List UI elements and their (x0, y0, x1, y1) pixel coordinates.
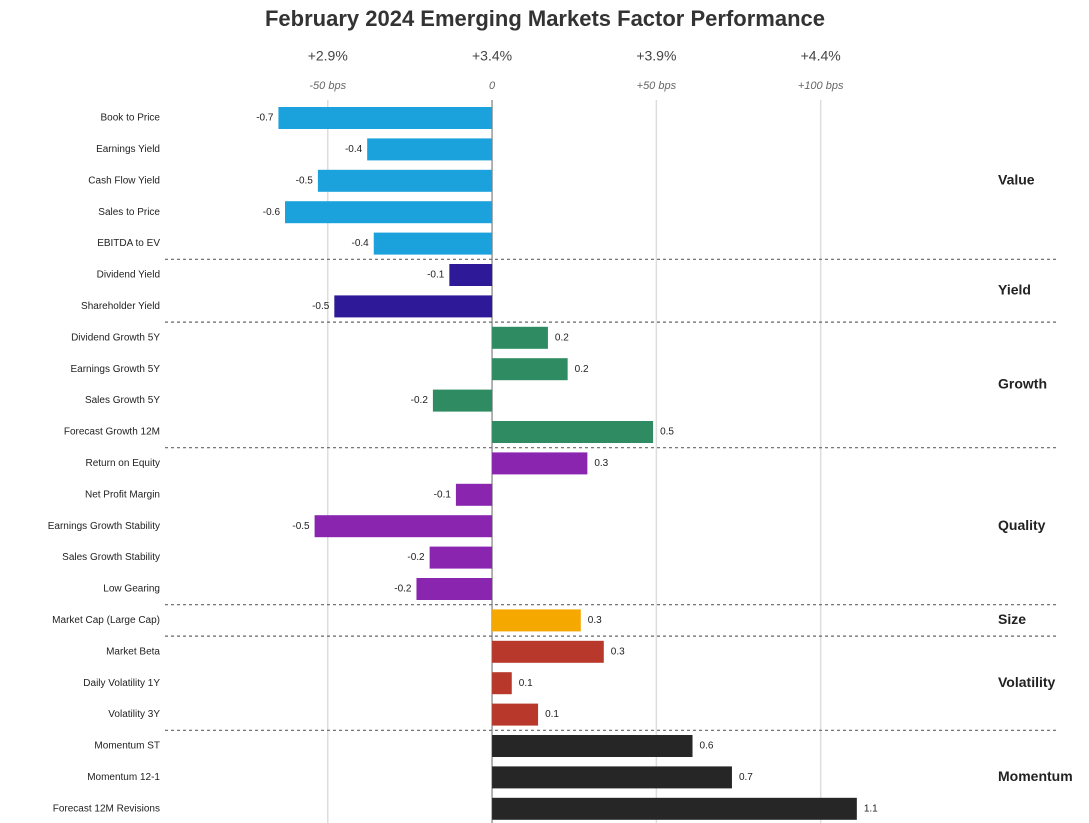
category-label: Shareholder Yield (81, 301, 160, 312)
x2-tick-label: +2.9% (308, 48, 348, 64)
value-label: -0.2 (411, 395, 429, 406)
category-label: Daily Volatility 1Y (83, 678, 160, 689)
chart-title: February 2024 Emerging Markets Factor Pe… (265, 6, 825, 31)
bar (492, 672, 512, 695)
value-label: -0.1 (427, 270, 445, 281)
bar (492, 735, 693, 757)
value-label: -0.2 (407, 552, 425, 563)
value-label: 0.3 (611, 646, 625, 657)
category-label: EBITDA to EV (97, 238, 160, 249)
bar (492, 609, 581, 632)
bar (449, 264, 493, 286)
group-label: Size (998, 611, 1026, 627)
category-label: Market Beta (106, 646, 160, 657)
category-label: Market Cap (Large Cap) (52, 615, 160, 626)
value-label: -0.5 (292, 521, 310, 532)
value-label: -0.2 (394, 584, 412, 595)
x-tick-label: -50 bps (309, 80, 346, 92)
bar (334, 295, 493, 318)
category-label: Net Profit Margin (85, 489, 160, 500)
group-label: Value (998, 172, 1035, 188)
bar (429, 546, 493, 569)
group-label: Volatility (998, 674, 1056, 690)
bar (432, 389, 493, 412)
category-label: Dividend Growth 5Y (71, 332, 160, 343)
bar (314, 515, 493, 538)
value-label: 0.7 (739, 772, 753, 783)
bar (317, 169, 493, 192)
category-label: Sales to Price (98, 207, 160, 218)
x2-tick-label: +3.9% (636, 48, 676, 64)
category-label: Low Gearing (103, 584, 160, 595)
x-tick-label: +50 bps (637, 80, 677, 92)
bar (367, 138, 493, 161)
bar (492, 358, 568, 381)
group-label: Quality (998, 517, 1046, 533)
bar (373, 232, 493, 255)
value-label: -0.7 (256, 113, 274, 124)
value-label: 0.2 (575, 364, 589, 375)
bar (455, 483, 493, 506)
x-tick-label: 0 (489, 80, 496, 92)
x2-tick-label: +4.4% (801, 48, 841, 64)
value-label: -0.1 (434, 489, 452, 500)
value-label: 0.1 (545, 709, 559, 720)
value-label: -0.6 (263, 207, 281, 218)
bar (492, 452, 588, 475)
category-label: Sales Growth Stability (62, 552, 160, 563)
value-label: -0.5 (312, 301, 330, 312)
category-label: Earnings Growth 5Y (71, 364, 161, 375)
category-label: Earnings Growth Stability (48, 521, 160, 532)
value-label: -0.4 (352, 238, 370, 249)
group-label: Growth (998, 376, 1047, 392)
value-label: 0.3 (594, 458, 608, 469)
value-label: 0.5 (660, 427, 674, 438)
category-label: Book to Price (101, 113, 161, 124)
x-tick-label: +100 bps (798, 80, 844, 92)
value-label: -0.4 (345, 144, 363, 155)
value-label: 0.2 (555, 332, 569, 343)
value-label: 0.6 (700, 741, 714, 752)
category-label: Return on Equity (86, 458, 161, 469)
category-label: Momentum ST (94, 741, 160, 752)
value-label: 0.3 (588, 615, 602, 626)
category-label: Volatility 3Y (108, 709, 160, 720)
value-label: -0.5 (296, 175, 314, 186)
bar (492, 326, 548, 349)
bar (278, 107, 493, 129)
category-label: Sales Growth 5Y (85, 395, 160, 406)
x2-tick-label: +3.4% (472, 48, 512, 64)
value-label: 0.1 (519, 678, 533, 689)
category-label: Forecast Growth 12M (64, 427, 160, 438)
category-label: Forecast 12M Revisions (53, 803, 160, 814)
bar (492, 703, 539, 726)
value-label: 1.1 (864, 803, 878, 814)
category-label: Momentum 12-1 (87, 772, 160, 783)
bar (492, 766, 732, 789)
category-label: Dividend Yield (97, 270, 160, 281)
group-label: Yield (998, 281, 1031, 297)
bar (416, 578, 493, 600)
bar (285, 201, 493, 224)
category-label: Earnings Yield (96, 144, 160, 155)
category-label: Cash Flow Yield (88, 175, 160, 186)
group-label: Momentum (998, 768, 1073, 784)
bar (492, 421, 654, 443)
bar (492, 797, 857, 820)
bar (492, 640, 604, 663)
